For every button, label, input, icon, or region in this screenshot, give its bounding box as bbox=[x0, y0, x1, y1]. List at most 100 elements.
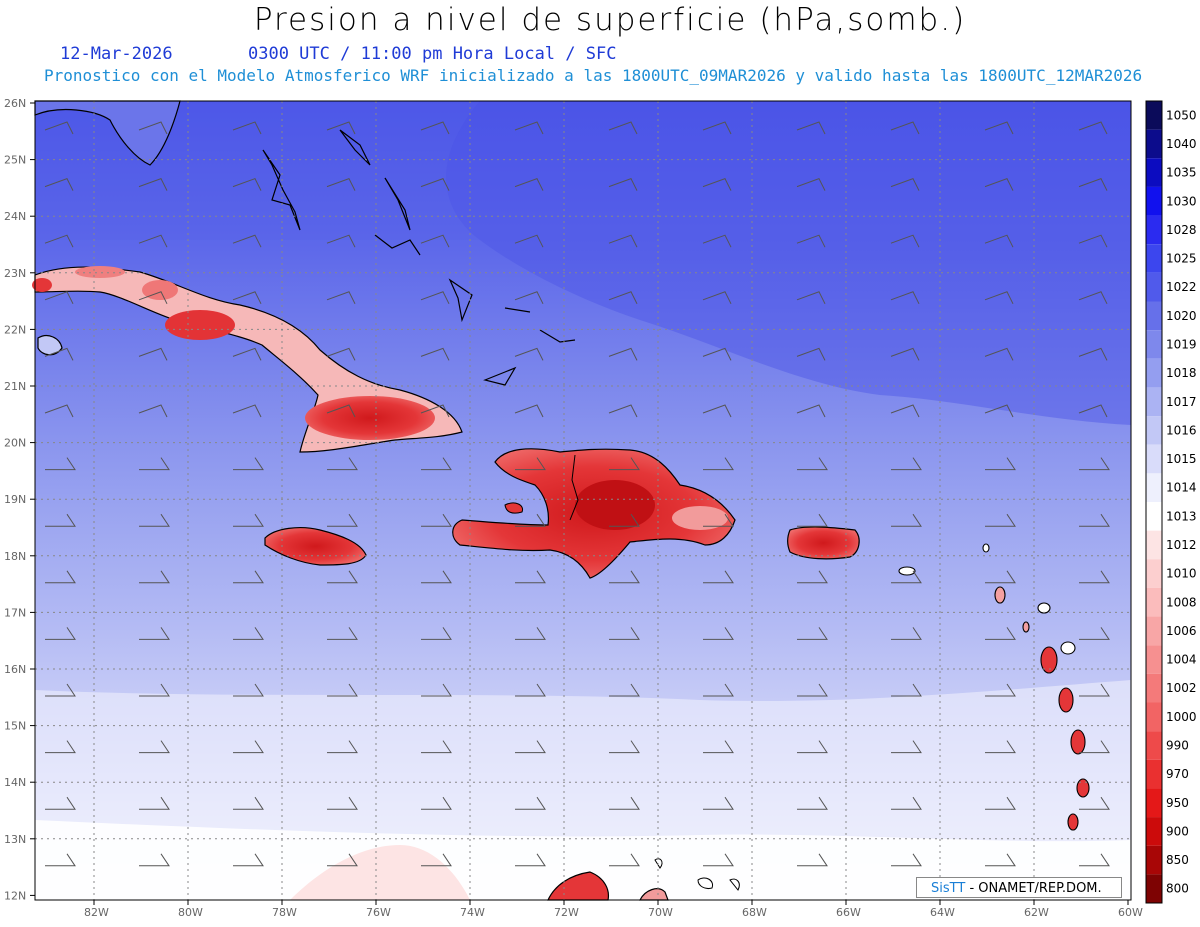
wind-barb bbox=[327, 513, 358, 527]
legend-swatch bbox=[1146, 673, 1162, 703]
wind-barb bbox=[138, 177, 168, 191]
wind-barb bbox=[703, 627, 734, 640]
lon-label: 78W bbox=[272, 906, 297, 919]
wind-barb bbox=[139, 796, 170, 810]
wind-barb bbox=[1078, 177, 1108, 191]
wind-barb bbox=[797, 627, 828, 640]
legend-swatch bbox=[1146, 845, 1162, 875]
legend-label: 1030 bbox=[1166, 194, 1197, 208]
credit-org: - ONAMET/REP.DOM. bbox=[969, 881, 1102, 896]
legend-label: 1022 bbox=[1166, 280, 1197, 294]
wind-barb bbox=[421, 796, 452, 810]
wind-barb bbox=[797, 796, 828, 810]
wind-barb bbox=[702, 234, 732, 248]
wind-barb bbox=[44, 234, 74, 248]
legend-label: 1006 bbox=[1166, 624, 1197, 638]
wind-barb bbox=[1078, 121, 1108, 135]
wind-barb bbox=[702, 291, 732, 305]
wind-barb bbox=[514, 234, 544, 248]
lon-label: 66W bbox=[836, 906, 861, 919]
wind-barb bbox=[796, 347, 826, 361]
wind-barb bbox=[232, 234, 262, 248]
wind-barb bbox=[139, 457, 170, 471]
wind-barb bbox=[420, 177, 450, 191]
wind-barb bbox=[796, 291, 826, 305]
lon-label: 70W bbox=[648, 906, 673, 919]
wind-barb bbox=[703, 853, 734, 867]
wind-barb bbox=[797, 683, 828, 697]
wind-barb bbox=[138, 347, 168, 361]
wind-barb bbox=[232, 347, 262, 361]
legend-swatch bbox=[1146, 301, 1162, 331]
legend-label: 800 bbox=[1166, 882, 1189, 896]
wind-barb bbox=[703, 570, 734, 584]
wind-barb bbox=[985, 796, 1016, 810]
wind-barb bbox=[44, 347, 74, 361]
wind-barb bbox=[608, 177, 638, 191]
lon-label: 74W bbox=[460, 906, 485, 919]
wind-barb bbox=[233, 457, 264, 471]
legend-swatch bbox=[1146, 702, 1162, 732]
wind-barb bbox=[514, 347, 544, 361]
lon-label: 64W bbox=[930, 906, 955, 919]
map-area bbox=[32, 100, 1131, 901]
wind-barb bbox=[45, 457, 76, 471]
wind-barb bbox=[327, 570, 358, 584]
wind-barb bbox=[326, 234, 356, 248]
legend-swatch bbox=[1146, 444, 1162, 474]
legend-swatch bbox=[1146, 616, 1162, 646]
wind-barb bbox=[608, 291, 638, 305]
wind-barb bbox=[514, 291, 544, 305]
legend-swatch bbox=[1146, 244, 1162, 273]
wind-barb bbox=[44, 404, 74, 418]
wind-barb bbox=[796, 121, 826, 135]
legend-label: 1013 bbox=[1166, 509, 1197, 523]
wind-barb bbox=[891, 740, 922, 754]
wind-barb bbox=[421, 513, 452, 527]
valid-time: 0300 UTC / 11:00 pm Hora Local / SFC bbox=[248, 44, 617, 64]
wind-barb bbox=[138, 291, 168, 305]
wind-barb bbox=[232, 291, 262, 305]
wind-barb bbox=[891, 457, 922, 471]
legend-swatch bbox=[1146, 874, 1162, 903]
wind-barb bbox=[139, 740, 170, 754]
legend-label: 900 bbox=[1166, 824, 1189, 838]
lat-label: 15N bbox=[4, 720, 26, 733]
legend-label: 1035 bbox=[1166, 166, 1197, 180]
legend-swatch bbox=[1146, 158, 1162, 187]
wind-barb bbox=[984, 177, 1014, 191]
wind-barb bbox=[327, 796, 358, 810]
legend-label: 1019 bbox=[1166, 337, 1197, 351]
legend-swatch bbox=[1146, 358, 1162, 388]
legend-swatch bbox=[1146, 817, 1162, 846]
wind-barb bbox=[420, 121, 450, 135]
wind-barb bbox=[609, 740, 640, 754]
legend-swatch bbox=[1146, 330, 1162, 359]
wind-barb bbox=[45, 570, 76, 584]
wind-barb bbox=[608, 234, 638, 248]
wind-barb bbox=[232, 121, 262, 135]
wind-barb bbox=[984, 234, 1014, 248]
wind-barb bbox=[515, 796, 546, 810]
legend-label: 1004 bbox=[1166, 653, 1197, 667]
legend-swatch bbox=[1146, 530, 1162, 560]
latitude-labels: 26N 25N 24N 23N 22N 21N 20N 19N 18N 17N 16N 15N 14N 1… bbox=[4, 97, 35, 902]
legend-label: 990 bbox=[1166, 738, 1189, 752]
lat-label: 18N bbox=[4, 550, 26, 563]
credit-brand: SisTT bbox=[931, 881, 966, 896]
wind-barb bbox=[702, 121, 732, 135]
legend-label: 1010 bbox=[1166, 567, 1197, 581]
legend-swatch bbox=[1146, 559, 1162, 588]
wind-barb bbox=[891, 627, 922, 640]
lat-label: 13N bbox=[4, 833, 26, 846]
legend-label: 970 bbox=[1166, 767, 1189, 781]
legend-swatch bbox=[1146, 272, 1162, 302]
wind-barbs bbox=[44, 121, 1110, 867]
wind-barb bbox=[420, 234, 450, 248]
legend-swatch bbox=[1146, 129, 1162, 159]
lon-label: 82W bbox=[84, 906, 109, 919]
legend-swatch bbox=[1146, 731, 1162, 760]
wind-barb bbox=[703, 513, 734, 527]
wind-barb bbox=[609, 570, 640, 584]
wind-barb bbox=[138, 234, 168, 248]
